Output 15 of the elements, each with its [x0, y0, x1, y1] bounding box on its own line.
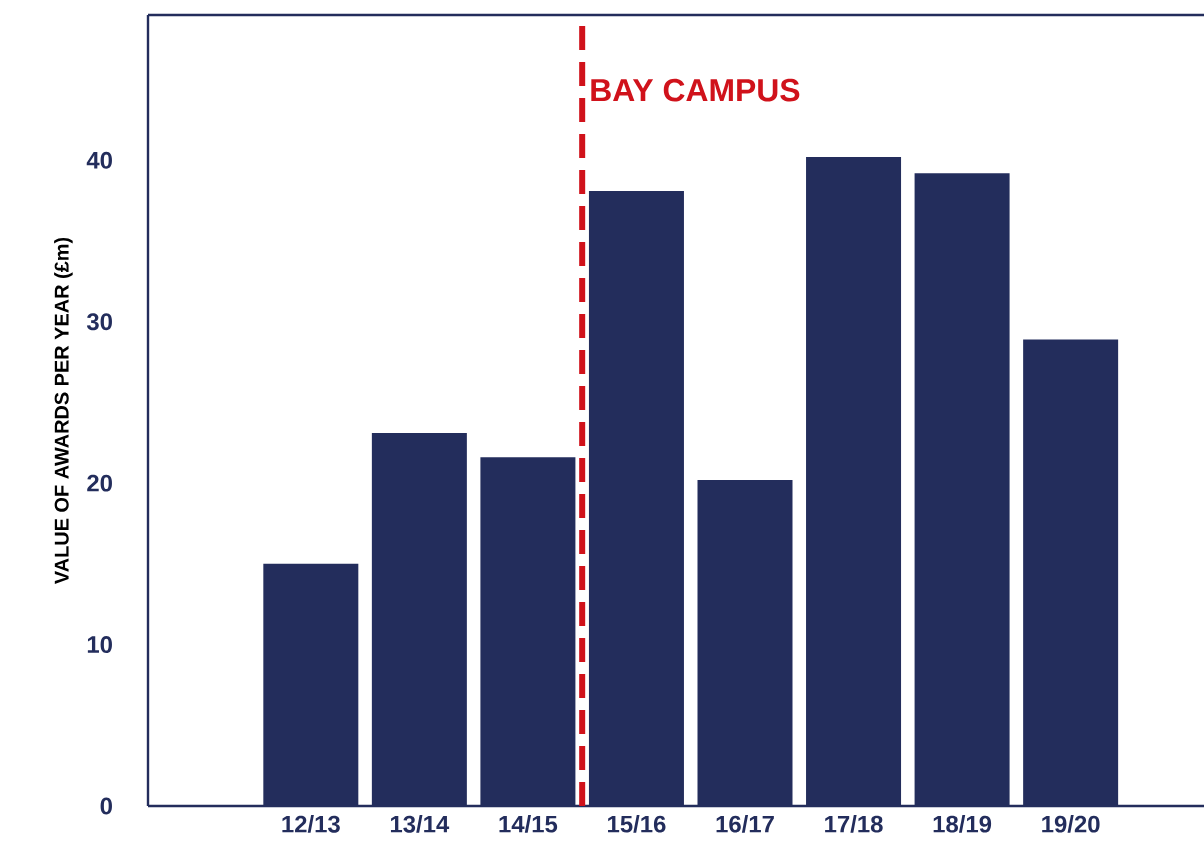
x-tick-label: 18/19 [933, 815, 992, 833]
y-tick-label: 40 [86, 151, 112, 169]
y-tick-label: 0 [100, 797, 112, 815]
ref-line-label: BAY CAMPUS [591, 78, 800, 102]
x-tick-label: 16/17 [716, 815, 774, 833]
y-tick-label: 30 [86, 313, 112, 331]
x-tick-label: 19/20 [1042, 815, 1100, 833]
x-tick-label: 14/15 [499, 815, 558, 833]
x-tick-label: 12/13 [282, 815, 340, 833]
x-tick-label: 15/16 [608, 815, 666, 833]
x-tick-label: 13/14 [390, 815, 450, 833]
y-tick-label: 10 [87, 636, 112, 654]
y-tick-label: 20 [87, 474, 112, 492]
y-axis-title: VALUE OF AWARDS PER YEAR (£m) [54, 237, 73, 584]
x-tick-label: 17/18 [825, 815, 883, 833]
